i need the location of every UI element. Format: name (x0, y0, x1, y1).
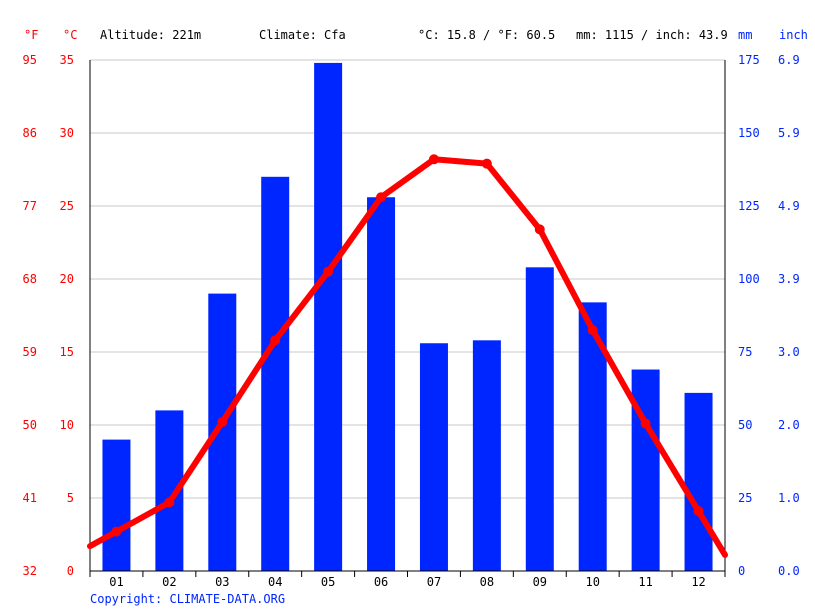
x-tick-label: 05 (321, 575, 335, 589)
y-tick-label-c: 10 (60, 418, 74, 432)
temperature-point (217, 417, 228, 428)
x-tick-label: 12 (691, 575, 705, 589)
y-tick-label-inch: 3.0 (778, 345, 800, 359)
x-tick-label: 06 (374, 575, 388, 589)
precip-bar (631, 369, 660, 571)
precip-bar (472, 340, 501, 571)
y-tick-label-mm: 100 (738, 272, 760, 286)
y-tick-label-f: 95 (23, 53, 37, 67)
temperature-point (481, 158, 492, 169)
x-tick-label: 02 (162, 575, 176, 589)
precip-bar (419, 343, 448, 571)
x-tick-label: 07 (427, 575, 441, 589)
y-tick-label-f: 68 (23, 272, 37, 286)
temperature-point (270, 335, 281, 346)
x-tick-label: 09 (533, 575, 547, 589)
y-tick-label-inch: 4.9 (778, 199, 800, 213)
temperature-point (323, 266, 334, 277)
y-tick-label-c: 30 (60, 126, 74, 140)
x-tick-label: 04 (268, 575, 282, 589)
precip-bar (684, 392, 713, 571)
temperature-point (534, 224, 545, 235)
y-tick-label-inch: 6.9 (778, 53, 800, 67)
y-tick-label-inch: 3.9 (778, 272, 800, 286)
y-tick-label-f: 86 (23, 126, 37, 140)
y-tick-label-f: 59 (23, 345, 37, 359)
altitude-label: Altitude: 221m (100, 28, 202, 42)
temperature-point (111, 526, 122, 537)
temperature-line (87, 156, 728, 558)
y-tick-label-mm: 75 (738, 345, 752, 359)
x-tick-label: 08 (480, 575, 494, 589)
temperature-point (640, 418, 651, 429)
mm-unit-label: mm (738, 28, 753, 42)
y-tick-label-f: 32 (23, 564, 37, 578)
y-tick-label-f: 50 (23, 418, 37, 432)
x-tick-label: 01 (109, 575, 123, 589)
precip-bar (525, 267, 554, 571)
celsius-unit-label: °C (63, 28, 78, 42)
temperature-point (587, 325, 598, 336)
y-tick-label-inch: 1.0 (778, 491, 800, 505)
precip-bar (261, 176, 290, 572)
y-tick-label-f: 41 (23, 491, 37, 505)
climate-label: Climate: Cfa (259, 28, 346, 42)
y-tick-label-inch: 2.0 (778, 418, 800, 432)
x-tick-label: 11 (638, 575, 652, 589)
average-temperature-label: °C: 15.8 / °F: 60.5 (418, 28, 556, 42)
temperature-point (376, 192, 387, 203)
y-tick-label-mm: 125 (738, 199, 760, 213)
fahrenheit-unit-label: °F (24, 28, 39, 42)
y-tick-label-f: 77 (23, 199, 37, 213)
inch-unit-label: inch (779, 28, 808, 42)
precipitation-total-label: mm: 1115 / inch: 43.9 (576, 28, 728, 42)
y-tick-label-mm: 0 (738, 564, 745, 578)
y-tick-label-c: 5 (67, 491, 74, 505)
y-tick-label-mm: 150 (738, 126, 760, 140)
y-tick-label-mm: 25 (738, 491, 752, 505)
y-tick-label-c: 35 (60, 53, 74, 67)
y-tick-label-c: 15 (60, 345, 74, 359)
precip-bar (367, 197, 396, 572)
y-tick-label-mm: 175 (738, 53, 760, 67)
y-tick-label-c: 0 (67, 564, 74, 578)
y-tick-label-inch: 5.9 (778, 126, 800, 140)
temperature-point (693, 506, 704, 517)
precip-bar (102, 439, 131, 571)
y-tick-label-inch: 0.0 (778, 564, 800, 578)
temperature-point (428, 154, 439, 165)
precip-bar (314, 62, 343, 572)
x-tick-label: 10 (585, 575, 599, 589)
y-tick-label-c: 20 (60, 272, 74, 286)
copyright-label[interactable]: Copyright: CLIMATE-DATA.ORG (90, 592, 286, 606)
y-tick-label-c: 25 (60, 199, 74, 213)
temperature-point (164, 497, 175, 508)
y-tick-label-mm: 50 (738, 418, 752, 432)
x-tick-label: 03 (215, 575, 229, 589)
